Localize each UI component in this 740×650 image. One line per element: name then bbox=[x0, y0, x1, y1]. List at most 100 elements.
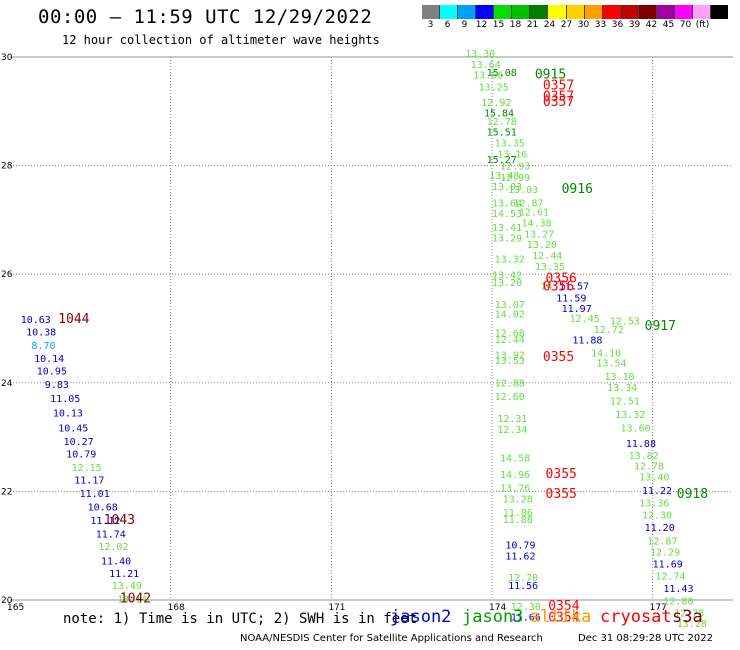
legend-label: 42 bbox=[645, 20, 658, 30]
wave-height-label: 12.78 bbox=[634, 462, 664, 473]
wave-height-label: 13.60 bbox=[621, 424, 651, 435]
wave-height-label: 12.30 bbox=[511, 602, 541, 613]
legend-label: 27 bbox=[560, 20, 573, 30]
pass-time-label: 0917 bbox=[645, 319, 676, 334]
wave-height-label: 12.92 bbox=[481, 98, 511, 109]
wave-height-label: 13.27 bbox=[524, 229, 554, 240]
wave-height-label: 13.42 bbox=[492, 271, 522, 282]
wave-height-label: 12.87 bbox=[513, 198, 543, 209]
pass-time-label: 0356 bbox=[546, 271, 577, 286]
wave-height-label: 13.64 bbox=[471, 60, 501, 71]
wave-height-label: 13.28 bbox=[677, 619, 707, 630]
wave-height-label: 13.53 bbox=[495, 356, 525, 367]
wave-height-label: 11.22 bbox=[642, 486, 672, 497]
wave-height-label: 12.60 bbox=[495, 392, 525, 403]
pass-time-label: 0357 bbox=[543, 89, 574, 104]
wave-height-label: 14.58 bbox=[500, 454, 530, 465]
legend-swatch bbox=[512, 5, 531, 19]
wave-height-label: 13.82 bbox=[629, 451, 659, 462]
wave-height-label: 11.40 bbox=[101, 557, 131, 568]
mission-cryosat-label: cryosat bbox=[600, 607, 672, 627]
wave-height-label: 13.16 bbox=[497, 149, 527, 160]
wave-height-label: 13.29 bbox=[492, 234, 522, 245]
legend-swatch bbox=[711, 5, 729, 19]
legend-swatch bbox=[638, 5, 657, 19]
wave-height-label: 13.32 bbox=[615, 410, 645, 421]
wave-height-label: 11.69 bbox=[653, 559, 683, 570]
wave-height-label: 10.13 bbox=[53, 408, 83, 419]
pass-time-label: 0356 bbox=[543, 279, 574, 294]
wave-height-label: 13.76 bbox=[500, 483, 530, 494]
wave-height-label: 10.79 bbox=[66, 450, 96, 461]
wave-height-label: 13.28 bbox=[503, 494, 533, 505]
legend-swatch bbox=[674, 5, 693, 19]
wave-height-label: 10.45 bbox=[58, 424, 88, 435]
wave-height-label: 12.51 bbox=[610, 397, 640, 408]
wave-height-label: 12.93 bbox=[500, 161, 530, 172]
wave-height-label: 12.31 bbox=[497, 414, 527, 425]
legend-label: 12 bbox=[475, 20, 488, 30]
wave-height-label: 12.87 bbox=[647, 537, 677, 548]
wave-height-label: 13.36 bbox=[639, 499, 669, 510]
y-tick-label: 26 bbox=[1, 270, 13, 280]
wave-height-label: 12.74 bbox=[655, 571, 685, 582]
credit-line: NOAA/NESDIS Center for Satellite Applica… bbox=[240, 633, 543, 644]
footnote: note: 1) Time is in UTC; 2) SWH is in fe… bbox=[63, 611, 418, 627]
wave-height-label: 14.96 bbox=[500, 470, 530, 481]
wave-height-label: 12.70 bbox=[508, 573, 538, 584]
wave-height-label: 11.21 bbox=[109, 569, 139, 580]
legend-swatch bbox=[494, 5, 513, 19]
wave-height-label: 12.78 bbox=[674, 608, 704, 619]
wave-height-label: 9.83 bbox=[45, 380, 69, 391]
legend-label: 18 bbox=[509, 20, 522, 30]
legend-swatch bbox=[476, 5, 495, 19]
legend-label: 6 bbox=[444, 20, 451, 30]
y-tick-label: 30 bbox=[1, 53, 13, 63]
wave-height-label: 10.27 bbox=[64, 437, 94, 448]
wave-height-label: 12.34 bbox=[497, 425, 527, 436]
legend-label: 70 bbox=[679, 20, 692, 30]
legend-label: 3 bbox=[427, 20, 434, 30]
wave-height-label: 13.40 bbox=[639, 473, 669, 484]
wave-height-label: 13.49 bbox=[112, 581, 142, 592]
y-tick-label: 20 bbox=[1, 596, 13, 606]
legend-label: 9 bbox=[461, 20, 468, 30]
wave-height-label: 10.79 bbox=[505, 540, 535, 551]
x-tick-label: 177 bbox=[650, 603, 667, 613]
wave-height-label: 10.38 bbox=[26, 328, 56, 339]
legend-label: 24 bbox=[543, 20, 556, 30]
wave-height-label: 14 bbox=[540, 281, 552, 292]
pass-time-label: 0354 bbox=[548, 599, 579, 614]
legend-swatch bbox=[620, 5, 639, 19]
legend-label: 21 bbox=[526, 20, 539, 30]
wave-height-label: 13.20 bbox=[527, 240, 557, 251]
wave-height-label: 13.35 bbox=[495, 139, 525, 150]
wave-height-label: 12.44 bbox=[532, 251, 562, 262]
x-tick-label: 168 bbox=[168, 603, 185, 613]
mission-s3a-label: s3a bbox=[672, 607, 703, 627]
color-legend bbox=[422, 5, 729, 19]
wave-height-label: 11.56 bbox=[508, 581, 538, 592]
mission-jason2-label: jason2 bbox=[390, 607, 452, 627]
wave-height-label: 13.07 bbox=[495, 300, 525, 311]
wave-height-label: 12.99 bbox=[500, 173, 530, 184]
wave-height-label: 12.30 bbox=[642, 511, 672, 522]
wave-height-label: 14.53 bbox=[492, 209, 522, 220]
pass-time-label: 0915 bbox=[535, 68, 566, 83]
pass-time-label: 1043 bbox=[104, 513, 135, 528]
legend-swatch bbox=[458, 5, 477, 19]
wave-height-label: 11.17 bbox=[74, 475, 104, 486]
wave-height-label: 12.78 bbox=[487, 117, 517, 128]
wave-height-label: 11.20 bbox=[645, 523, 675, 534]
wave-height-label: 13.03 bbox=[492, 182, 522, 193]
wave-height-label: 13.54 bbox=[596, 359, 626, 370]
wave-height-label: 15.27 bbox=[487, 155, 517, 166]
pass-time-label: 0357 bbox=[543, 79, 574, 94]
wave-height-label: 13.25 bbox=[479, 83, 509, 94]
wave-height-label: 12.45 bbox=[570, 314, 600, 325]
wave-height-label: 12.80 bbox=[663, 596, 693, 607]
legend-swatch bbox=[530, 5, 549, 19]
wave-height-label: 11.97 bbox=[562, 304, 592, 315]
legend-swatch bbox=[656, 5, 675, 19]
legend-swatch bbox=[692, 5, 711, 19]
